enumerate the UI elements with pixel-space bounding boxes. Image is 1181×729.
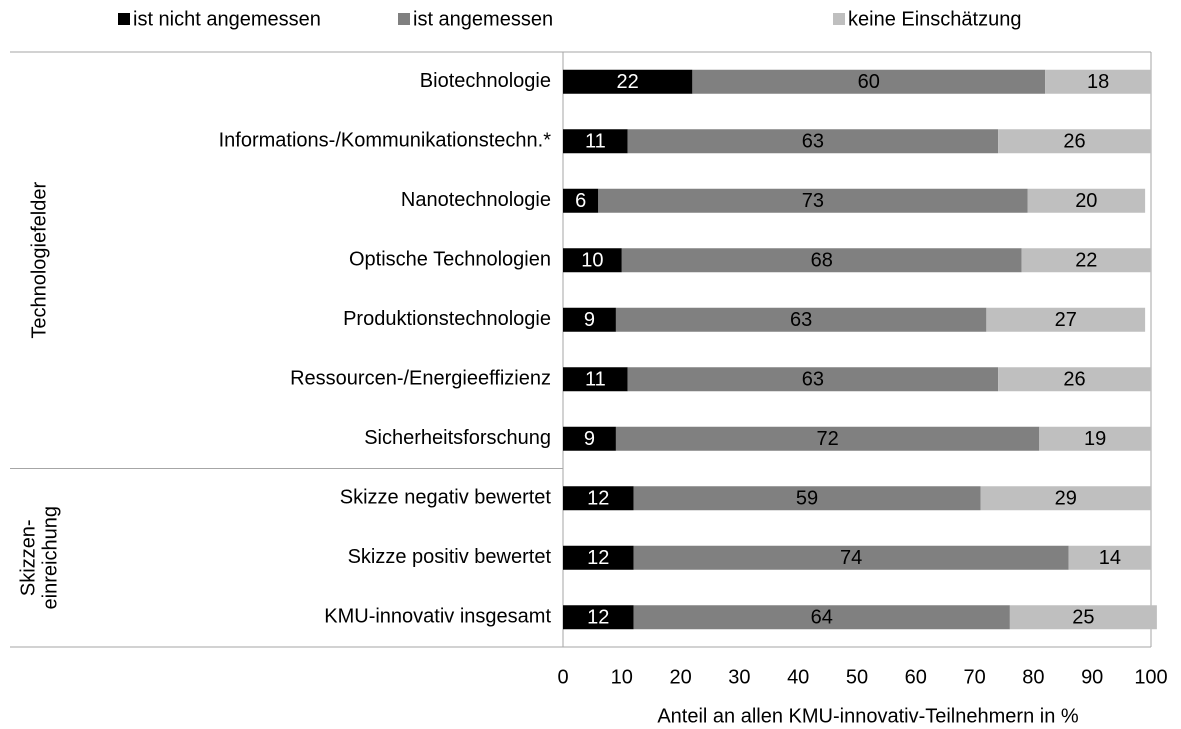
bar-segment (1039, 426, 1151, 451)
category-label: Nanotechnologie (401, 189, 551, 211)
value-label: 11 (585, 369, 606, 391)
bar-segment (563, 307, 616, 332)
category-label: Biotechnologie (420, 70, 551, 92)
x-tick-label: 100 (1134, 666, 1167, 688)
value-label: 60 (858, 71, 880, 93)
x-tick-label: 20 (669, 666, 691, 688)
category-label: Optische Technologien (349, 249, 551, 271)
bar-segment (563, 248, 622, 273)
legend-swatch (118, 13, 130, 25)
value-label: 12 (587, 488, 609, 510)
x-tick-label: 70 (963, 666, 985, 688)
x-tick-label: 40 (787, 666, 809, 688)
value-label: 63 (802, 369, 824, 391)
value-label: 27 (1055, 309, 1077, 331)
x-tick-label: 50 (846, 666, 868, 688)
value-label: 72 (816, 428, 838, 450)
bar-segment (633, 605, 1010, 630)
bar-segment (563, 486, 634, 511)
value-label: 22 (1075, 250, 1097, 272)
bar-segment (563, 605, 634, 630)
bar-segment (1027, 188, 1146, 213)
value-label: 73 (802, 190, 824, 212)
x-tick-label: 30 (728, 666, 750, 688)
bar-segment (633, 545, 1069, 570)
value-label: 26 (1063, 369, 1085, 391)
category-label: KMU-innovativ insgesamt (324, 606, 551, 628)
value-label: 59 (796, 488, 818, 510)
x-tick-label: 80 (1022, 666, 1044, 688)
bar-segment (1045, 69, 1151, 94)
bar-segment (563, 129, 628, 154)
value-label: 63 (802, 131, 824, 153)
group-label: Skizzen- (17, 519, 39, 596)
value-label: 10 (581, 250, 603, 272)
value-label: 12 (587, 607, 609, 629)
value-label: 18 (1087, 71, 1109, 93)
legend-swatch (398, 13, 410, 25)
category-label: Produktionstechnologie (343, 308, 551, 330)
bar-segment (563, 545, 634, 570)
bar-segment (1068, 545, 1151, 570)
bar-segment (1009, 605, 1157, 630)
bar-segment (621, 248, 1022, 273)
value-label: 22 (617, 71, 639, 93)
value-label: 14 (1099, 547, 1121, 569)
group-label: Technologiefelder (28, 182, 50, 339)
bar-segment (980, 486, 1151, 511)
value-label: 29 (1055, 488, 1077, 510)
bar-segment (692, 69, 1046, 94)
value-label: 64 (811, 607, 833, 629)
bar-segment (986, 307, 1146, 332)
bar-segment (627, 129, 999, 154)
bar-segment (563, 188, 599, 213)
x-tick-label: 0 (557, 666, 568, 688)
value-label: 74 (840, 547, 862, 569)
category-label: Skizze positiv bewertet (348, 546, 552, 568)
category-label: Ressourcen-/Energieeffizienz (290, 368, 551, 390)
bar-segment (998, 367, 1151, 392)
value-label: 68 (811, 250, 833, 272)
legend-swatch (833, 13, 845, 25)
value-label: 19 (1084, 428, 1106, 450)
value-label: 9 (584, 309, 595, 331)
value-label: 11 (585, 131, 606, 153)
bar-segment (633, 486, 981, 511)
category-label: Skizze negativ bewertet (340, 487, 552, 509)
bar-segment (563, 69, 693, 94)
x-tick-label: 10 (611, 666, 633, 688)
legend-label: keine Einschätzung (848, 8, 1021, 30)
bar-segment (563, 367, 628, 392)
value-label: 9 (584, 428, 595, 450)
bar-segment (598, 188, 1028, 213)
bar-segment (998, 129, 1151, 154)
bar-segment (1021, 248, 1151, 273)
bar-segment (563, 426, 616, 451)
legend-label: ist angemessen (413, 8, 553, 30)
value-label: 12 (587, 547, 609, 569)
value-label: 6 (575, 190, 586, 212)
value-label: 25 (1072, 607, 1094, 629)
group-label: einreichung (39, 506, 61, 609)
bar-segment (627, 367, 999, 392)
x-tick-label: 90 (1081, 666, 1103, 688)
bar-segment (615, 426, 1040, 451)
value-label: 20 (1075, 190, 1097, 212)
x-tick-label: 60 (905, 666, 927, 688)
value-label: 63 (790, 309, 812, 331)
bar-segment (615, 307, 987, 332)
legend-label: ist nicht angemessen (133, 8, 321, 30)
value-label: 26 (1063, 131, 1085, 153)
category-label: Sicherheitsforschung (364, 427, 551, 449)
category-label: Informations-/Kommunikationstechn.* (219, 130, 552, 152)
x-axis-title: Anteil an allen KMU-innovativ-Teilnehmer… (657, 705, 1079, 727)
